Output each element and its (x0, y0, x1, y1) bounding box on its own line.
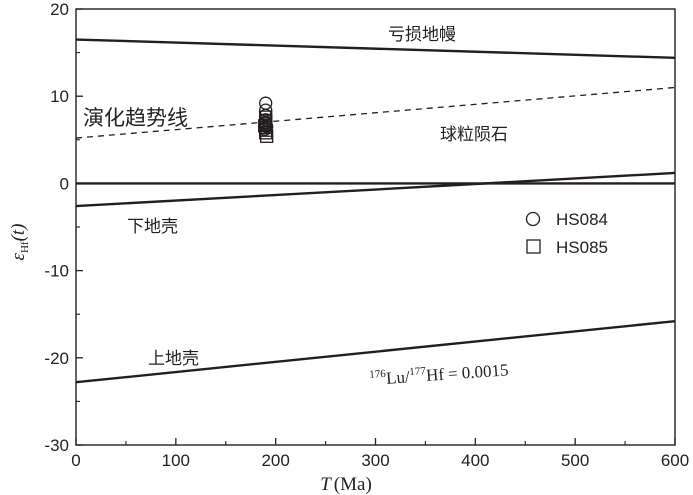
reference-line-3 (75, 171, 676, 208)
point-HS085-8 (258, 119, 272, 133)
axis-ticks: 0 100 200 300 400 500 600 -30 -20 -10 0 10 20 (44, 0, 689, 470)
x-tick-label-600: 600 (661, 451, 689, 470)
label-depleted-mantle: 亏损地幔 (388, 25, 456, 45)
label-chondrite: 球粒陨石 (440, 125, 508, 145)
y-axis-title: εHf(t) (8, 223, 31, 260)
legend-hs085: HS085 (556, 238, 608, 257)
reference-line-1 (75, 86, 676, 139)
data-points (258, 96, 274, 143)
y-tick-label-10: 10 (50, 87, 69, 106)
y-axis-epsilon: ε (8, 253, 29, 261)
x-tick-label-400: 400 (461, 451, 489, 470)
label-upper-crust: 上地壳 (148, 349, 199, 369)
reference-lines (75, 38, 676, 384)
y-tick-label-20: 20 (50, 0, 69, 19)
x-tick-label-500: 500 (561, 451, 589, 470)
legend-circle-marker (525, 211, 541, 227)
y-axis-sub: Hf (19, 241, 31, 253)
point-HS085-7 (260, 129, 274, 143)
ratio-value: = 0.0015 (447, 360, 509, 383)
x-tick-label-300: 300 (361, 451, 389, 470)
x-tick-label-100: 100 (162, 451, 190, 470)
reference-line-0 (75, 38, 676, 60)
sup-177: 177 (409, 365, 427, 378)
hf-text: Hf (425, 365, 445, 385)
legend: HS084 HS085 (525, 210, 608, 257)
x-axis-var: T (320, 474, 332, 495)
legend-square-marker (526, 239, 541, 254)
lu-text: Lu/ (385, 367, 410, 388)
sup-176: 176 (369, 368, 387, 381)
y-tick-label--10: -10 (44, 262, 69, 281)
x-axis-unit: (Ma) (334, 474, 372, 495)
point-HS084-0 (259, 96, 273, 110)
label-evolution-trend: 演化趋势线 (83, 106, 188, 130)
x-tick-label-200: 200 (261, 451, 289, 470)
x-axis-title: T (Ma) (320, 474, 372, 495)
label-lower-crust: 下地壳 (127, 217, 178, 237)
y-tick-label-0: 0 (60, 174, 69, 193)
x-tick-label-0: 0 (71, 451, 80, 470)
y-tick-label--20: -20 (44, 349, 69, 368)
reference-line-4 (75, 319, 676, 384)
lu-hf-ratio-annotation: 176Lu/177Hf = 0.0015 (369, 359, 509, 389)
y-axis-rest: (t) (8, 223, 29, 241)
y-tick-label--30: -30 (44, 436, 69, 455)
legend-hs084: HS084 (556, 210, 608, 229)
point-HS085-6 (259, 126, 273, 140)
